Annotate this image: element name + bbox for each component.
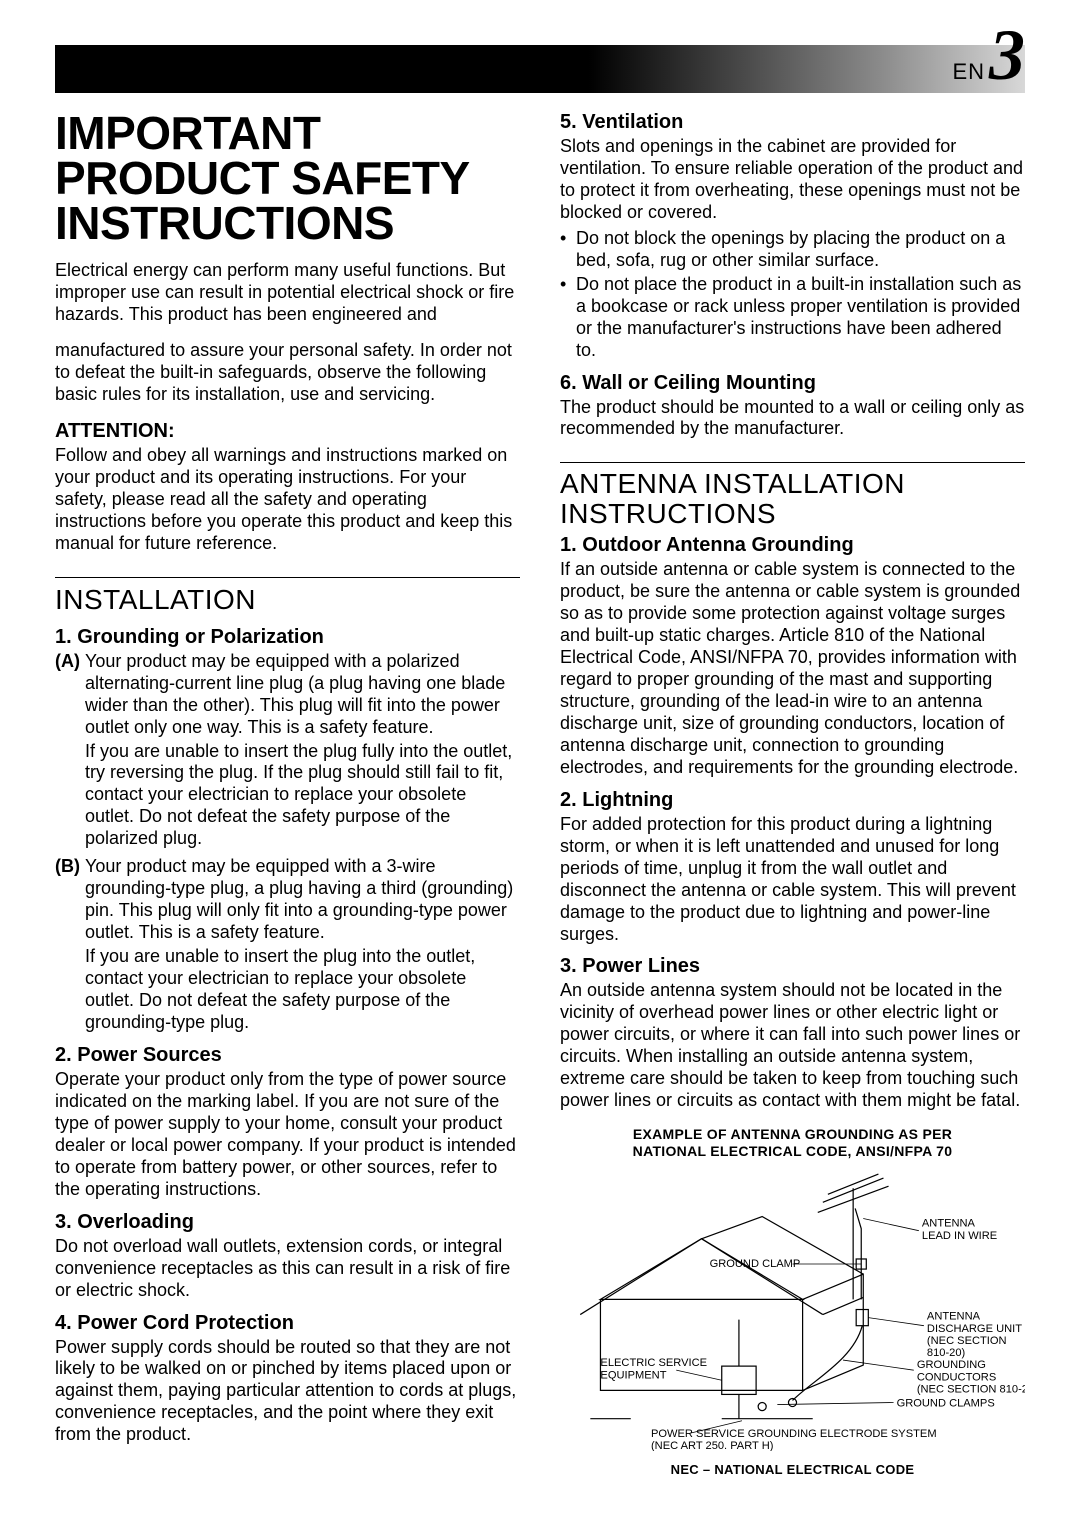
antenna-grounding-diagram: ANTENNA LEAD IN WIRE GROUND CLAMP ANTENN… <box>560 1168 1025 1456</box>
vent-b1-text: Do not block the openings by placing the… <box>576 228 1025 272</box>
power-sources-body: Operate your product only from the type … <box>55 1069 520 1201</box>
sub-power-sources: 2. Power Sources <box>55 1044 520 1067</box>
lbl-cond-1: GROUNDING <box>917 1359 986 1371</box>
vent-b2-text: Do not place the product in a built-in i… <box>576 274 1025 362</box>
sub-outdoor-antenna: 1. Outdoor Antenna Grounding <box>560 534 1025 557</box>
sub-lightning: 2. Lightning <box>560 789 1025 812</box>
item-b-p2: If you are unable to insert the plug int… <box>85 946 520 1034</box>
cord-protection-body: Power supply cords should be routed so t… <box>55 1337 520 1447</box>
attention-heading: ATTENTION: <box>55 420 520 443</box>
installation-title: INSTALLATION <box>55 584 520 616</box>
vent-bullet-2: • Do not place the product in a built-in… <box>560 274 1025 362</box>
left-column: IMPORTANT PRODUCT SAFETY INSTRUCTIONS El… <box>55 111 520 1477</box>
page-lang: EN <box>952 59 985 85</box>
sub-ventilation: 5. Ventilation <box>560 111 1025 134</box>
lbl-discharge-1: ANTENNA <box>927 1310 981 1322</box>
page-number: 3 <box>989 27 1025 85</box>
ventilation-body: Slots and openings in the cabinet are pr… <box>560 136 1025 224</box>
diagram-caption-l2: NATIONAL ELECTRICAL CODE, ANSI/NFPA 70 <box>633 1143 953 1159</box>
sub-grounding: 1. Grounding or Polarization <box>55 626 520 649</box>
lbl-cond-3: (NEC SECTION 810-21) <box>917 1383 1025 1395</box>
lbl-ground-clamp-top: GROUND CLAMP <box>710 1258 801 1270</box>
lbl-cond-2: CONDUCTORS <box>917 1371 996 1383</box>
section-rule <box>55 577 520 578</box>
intro-para-2: manufactured to assure your personal saf… <box>55 340 520 406</box>
overloading-body: Do not overload wall outlets, extension … <box>55 1236 520 1302</box>
lightning-body: For added protection for this product du… <box>560 814 1025 946</box>
sub-power-lines: 3. Power Lines <box>560 955 1025 978</box>
letter-b: (B) <box>55 856 85 1034</box>
diagram-caption: EXAMPLE OF ANTENNA GROUNDING AS PER NATI… <box>560 1126 1025 1160</box>
wall-mounting-body: The product should be mounted to a wall … <box>560 397 1025 441</box>
lbl-electrode-2: (NEC ART 250. PART H) <box>651 1440 774 1451</box>
right-column: 5. Ventilation Slots and openings in the… <box>560 111 1025 1477</box>
item-b: (B) Your product may be equipped with a … <box>55 856 520 1034</box>
attention-body: Follow and obey all warnings and instruc… <box>55 445 520 555</box>
letter-a: (A) <box>55 651 85 851</box>
bullet-icon: • <box>560 274 576 362</box>
header-gradient-bar: EN 3 <box>55 45 1025 93</box>
item-b-p1: Your product may be equipped with a 3-wi… <box>85 856 520 944</box>
vent-bullet-1: • Do not block the openings by placing t… <box>560 228 1025 272</box>
lbl-electric-1: ELECTRIC SERVICE <box>600 1357 707 1369</box>
item-a-text: Your product may be equipped with a pola… <box>85 651 520 851</box>
diagram-svg: ANTENNA LEAD IN WIRE GROUND CLAMP ANTENN… <box>560 1168 1025 1451</box>
intro-para-1: Electrical energy can perform many usefu… <box>55 260 520 326</box>
sub-overloading: 3. Overloading <box>55 1211 520 1234</box>
power-lines-body: An outside antenna system should not be … <box>560 980 1025 1112</box>
diagram-caption-l1: EXAMPLE OF ANTENNA GROUNDING AS PER <box>633 1126 952 1142</box>
lbl-electric-2: EQUIPMENT <box>600 1369 666 1381</box>
lbl-discharge-2: DISCHARGE UNIT <box>927 1323 1022 1335</box>
lbl-discharge-4: 810-20) <box>927 1347 966 1359</box>
diagram-footer: NEC – NATIONAL ELECTRICAL CODE <box>560 1462 1025 1477</box>
lbl-antenna-lead-2: LEAD IN WIRE <box>922 1230 997 1242</box>
outdoor-antenna-body: If an outside antenna or cable system is… <box>560 559 1025 779</box>
lbl-discharge-3: (NEC SECTION <box>927 1335 1007 1347</box>
content-columns: IMPORTANT PRODUCT SAFETY INSTRUCTIONS El… <box>55 111 1025 1477</box>
item-b-text: Your product may be equipped with a 3-wi… <box>85 856 520 1034</box>
item-a-p1: Your product may be equipped with a pola… <box>85 651 520 739</box>
lbl-antenna-lead: ANTENNA <box>922 1217 976 1229</box>
lbl-ground-clamps: GROUND CLAMPS <box>897 1397 995 1409</box>
item-a-p2: If you are unable to insert the plug ful… <box>85 741 520 851</box>
sub-cord-protection: 4. Power Cord Protection <box>55 1312 520 1335</box>
lbl-electrode-1: POWER SERVICE GROUNDING ELECTRODE SYSTEM <box>651 1428 937 1440</box>
sub-wall-mounting: 6. Wall or Ceiling Mounting <box>560 372 1025 395</box>
main-title: IMPORTANT PRODUCT SAFETY INSTRUCTIONS <box>55 111 520 246</box>
section-rule-2 <box>560 462 1025 463</box>
bullet-icon: • <box>560 228 576 272</box>
antenna-title: ANTENNA INSTALLATION INSTRUCTIONS <box>560 469 1025 528</box>
page-number-wrap: EN 3 <box>952 27 1025 85</box>
item-a: (A) Your product may be equipped with a … <box>55 651 520 851</box>
